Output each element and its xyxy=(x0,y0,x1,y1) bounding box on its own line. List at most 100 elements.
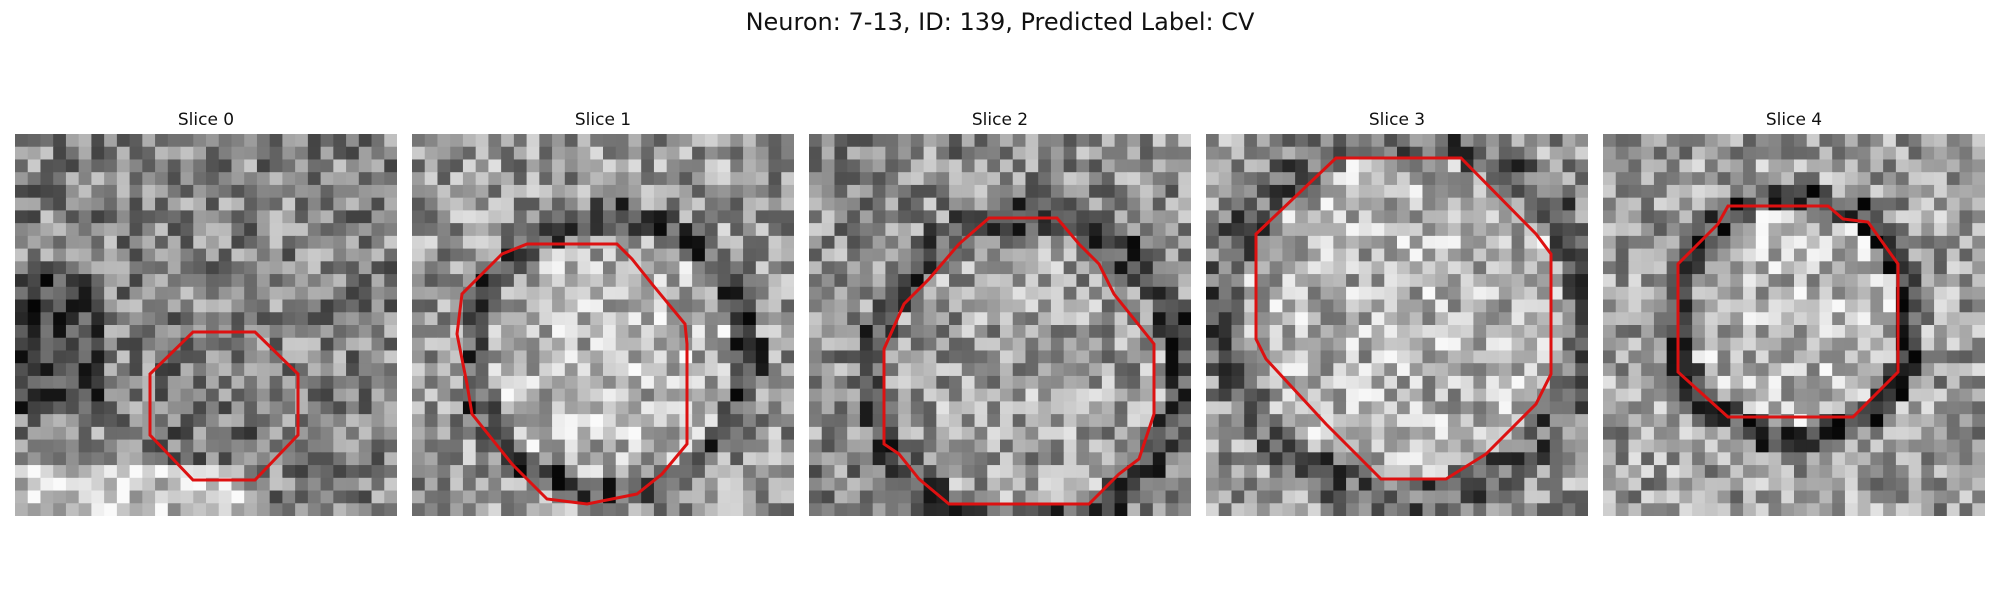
pixel xyxy=(1717,159,1731,173)
pixel xyxy=(679,197,693,211)
pixel xyxy=(1012,465,1027,479)
pixel xyxy=(666,325,680,339)
pixel xyxy=(244,274,258,288)
pixel xyxy=(1460,337,1474,352)
pixel xyxy=(1921,184,1935,199)
pixel xyxy=(65,286,80,301)
pixel xyxy=(1679,503,1693,516)
pixel xyxy=(987,414,1001,428)
pixel xyxy=(1666,503,1680,516)
pixel xyxy=(1883,184,1897,199)
pixel xyxy=(1562,439,1576,453)
pixel xyxy=(501,439,515,453)
pixel xyxy=(743,286,757,301)
pixel xyxy=(1832,197,1846,211)
pixel xyxy=(116,503,131,516)
pixel xyxy=(1628,134,1642,148)
pixel xyxy=(717,184,731,199)
pixel xyxy=(1231,503,1245,516)
pixel xyxy=(539,261,553,275)
pixel xyxy=(1870,337,1884,352)
pixel xyxy=(768,197,782,211)
pixel xyxy=(1819,401,1833,415)
pixel xyxy=(206,299,220,313)
pixel xyxy=(384,197,397,211)
pixel xyxy=(269,414,283,428)
pixel xyxy=(809,299,823,313)
pixel xyxy=(1076,210,1090,224)
pixel xyxy=(206,197,220,211)
pixel xyxy=(1076,426,1090,441)
pixel xyxy=(475,388,489,402)
pixel xyxy=(358,477,373,492)
pixel xyxy=(1641,223,1655,237)
pixel xyxy=(1244,490,1258,504)
pixel xyxy=(1615,184,1630,199)
pixel xyxy=(1307,388,1322,402)
pixel xyxy=(1628,477,1642,492)
pixel xyxy=(501,274,515,288)
pixel xyxy=(1653,210,1668,224)
pixel xyxy=(193,426,207,441)
pixel xyxy=(653,210,668,224)
pixel xyxy=(450,426,464,441)
pixel xyxy=(936,286,950,301)
pixel xyxy=(1562,325,1576,339)
pixel xyxy=(1832,337,1846,352)
pixel xyxy=(768,465,782,479)
pixel xyxy=(320,337,334,352)
pixel xyxy=(1679,223,1693,237)
pixel xyxy=(53,261,67,275)
pixel xyxy=(1256,274,1271,288)
pixel xyxy=(1038,172,1052,186)
pixel xyxy=(167,286,182,301)
pixel xyxy=(269,299,283,313)
pixel xyxy=(1524,235,1538,250)
pixel xyxy=(269,210,283,224)
pixel xyxy=(1857,184,1871,199)
pixel xyxy=(1320,325,1334,339)
pixel xyxy=(1794,312,1808,326)
pixel xyxy=(1178,363,1191,377)
pixel xyxy=(1692,350,1706,364)
pixel xyxy=(1844,261,1859,275)
pixel xyxy=(488,337,502,352)
pixel xyxy=(526,248,540,262)
pixel xyxy=(1320,184,1334,199)
pixel xyxy=(1231,210,1245,224)
pixel xyxy=(781,248,794,262)
pixel xyxy=(142,248,156,262)
pixel xyxy=(1038,465,1052,479)
pixel xyxy=(809,414,823,428)
pixel xyxy=(1346,223,1360,237)
pixel xyxy=(1333,414,1347,428)
pixel xyxy=(40,286,54,301)
pixel xyxy=(1498,439,1513,453)
pixel xyxy=(859,388,874,402)
pixel xyxy=(371,134,385,148)
pixel xyxy=(1743,363,1757,377)
pixel xyxy=(1231,490,1245,504)
pixel xyxy=(1076,261,1090,275)
pixel xyxy=(40,452,54,466)
pixel xyxy=(821,184,836,199)
pixel xyxy=(603,274,617,288)
pixel xyxy=(450,184,464,199)
pixel xyxy=(27,337,42,352)
pixel xyxy=(1717,134,1731,148)
pixel xyxy=(1231,452,1245,466)
pixel xyxy=(1562,146,1576,161)
pixel xyxy=(526,223,540,237)
pixel xyxy=(1883,401,1897,415)
pixel xyxy=(180,261,194,275)
pixel xyxy=(885,134,899,148)
pixel xyxy=(704,375,719,390)
pixel xyxy=(1653,503,1668,516)
pixel xyxy=(1679,261,1693,275)
pixel xyxy=(1473,375,1487,390)
pixel xyxy=(1832,375,1846,390)
pixel xyxy=(821,197,836,211)
pixel xyxy=(1934,426,1948,441)
pixel xyxy=(1114,248,1128,262)
pixel xyxy=(1692,490,1706,504)
